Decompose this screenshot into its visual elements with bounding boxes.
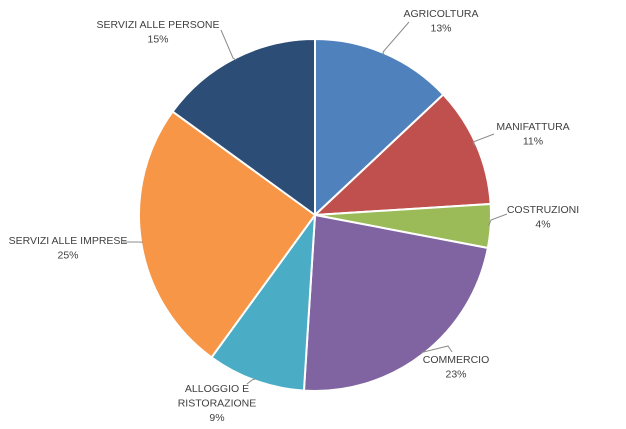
slice-category-label: COMMERCIO xyxy=(423,354,490,366)
slice-category-label: COSTRUZIONI xyxy=(507,204,579,216)
slice-value-label: 11% xyxy=(523,136,543,148)
slice-category-label: SERVIZI ALLE PERSONE xyxy=(97,19,220,31)
slice-label: AGRICOLTURA 13% xyxy=(403,8,478,35)
slice-category-label: MANIFATTURA xyxy=(496,121,569,133)
slice-value-label: 25% xyxy=(57,250,78,262)
leader-line xyxy=(382,21,410,56)
slice-label: COMMERCIO 23% xyxy=(423,354,490,381)
slice-value-label: 13% xyxy=(430,23,451,35)
leader-line xyxy=(421,345,453,353)
slice-category-label: RISTORAZIONE xyxy=(178,398,257,410)
pie-slice-commercio xyxy=(302,213,490,392)
leader-line xyxy=(472,133,495,147)
pie-slice-manifattura xyxy=(312,93,492,217)
slice-category-label: AGRICOLTURA xyxy=(403,8,478,20)
slice-value-label: 15% xyxy=(147,34,168,46)
leader-line xyxy=(220,29,237,61)
slice-labels: AGRICOLTURA 13% MANIFATTURA 11% COSTRUZIONI 4… xyxy=(9,8,580,424)
leader-line xyxy=(246,378,257,385)
slice-label: SERVIZI ALLE IMPRESE 25% xyxy=(9,235,128,262)
slice-category-label: ALLOGGIO E xyxy=(185,383,249,395)
slice-value-label: 23% xyxy=(445,369,466,381)
leader-lines xyxy=(123,21,508,385)
pie-slice-servizi-alle-persone xyxy=(171,37,316,217)
pie-slice-agricoltura xyxy=(314,37,445,218)
slice-value-label: 9% xyxy=(209,412,224,424)
slice-label: MANIFATTURA 11% xyxy=(496,121,569,148)
pie-slice-alloggio-e-ristorazione xyxy=(210,211,317,392)
slice-category-label: SERVIZI ALLE IMPRESE xyxy=(9,235,128,247)
slice-value-label: 4% xyxy=(535,219,550,231)
leader-line xyxy=(488,213,508,227)
slice-label: ALLOGGIO E RISTORAZIONE 9% xyxy=(178,383,257,424)
slice-label: COSTRUZIONI 4% xyxy=(507,204,579,231)
pie-slices xyxy=(138,37,492,392)
slice-label: SERVIZI ALLE PERSONE 15% xyxy=(97,19,220,46)
